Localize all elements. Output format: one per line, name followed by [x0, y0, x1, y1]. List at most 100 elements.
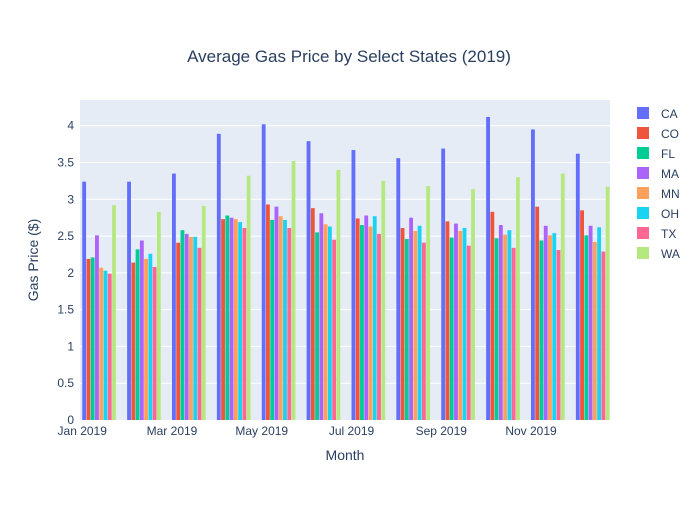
bar-ma-2019-08[interactable]	[409, 217, 414, 420]
bar-mn-2019-08[interactable]	[413, 230, 418, 420]
bar-mn-2019-11[interactable]	[548, 235, 552, 420]
bar-oh-2019-08[interactable]	[417, 225, 422, 420]
bar-co-2019-11[interactable]	[535, 206, 540, 420]
bar-mn-2019-06[interactable]	[323, 224, 328, 420]
bar-oh-2019-10[interactable]	[507, 230, 512, 420]
bar-fl-2019-11[interactable]	[539, 240, 544, 420]
bar-fl-2019-03[interactable]	[180, 230, 185, 420]
bar-ca-2019-07[interactable]	[351, 150, 356, 420]
bar-oh-2019-07[interactable]	[372, 216, 377, 420]
bar-wa-2019-04[interactable]	[246, 175, 251, 420]
bars[interactable]	[82, 116, 610, 421]
bar-ma-2019-07[interactable]	[364, 215, 369, 420]
bar-fl-2019-12[interactable]	[584, 235, 589, 420]
bar-ma-2019-09[interactable]	[454, 223, 458, 420]
bar-ca-2019-02[interactable]	[127, 181, 131, 420]
bar-oh-2019-04[interactable]	[238, 222, 243, 420]
legend-item-wa[interactable]: WA	[637, 247, 680, 261]
bar-co-2019-07[interactable]	[355, 218, 360, 420]
bar-ca-2019-11[interactable]	[531, 129, 535, 420]
legend-item-fl[interactable]: FL	[637, 147, 675, 161]
bar-co-2019-10[interactable]	[490, 211, 495, 420]
bar-ma-2019-06[interactable]	[319, 213, 324, 420]
bar-oh-2019-06[interactable]	[327, 226, 332, 420]
bar-fl-2019-09[interactable]	[449, 237, 454, 420]
bar-co-2019-09[interactable]	[445, 221, 450, 420]
bar-co-2019-06[interactable]	[310, 208, 315, 420]
legend-item-mn[interactable]: MN	[637, 187, 680, 201]
bar-wa-2019-08[interactable]	[426, 186, 431, 420]
bar-mn-2019-02[interactable]	[144, 258, 149, 420]
bar-oh-2019-03[interactable]	[193, 236, 198, 420]
bar-ca-2019-05[interactable]	[261, 124, 266, 420]
bar-ma-2019-05[interactable]	[274, 206, 279, 420]
bar-tx-2019-01[interactable]	[107, 273, 112, 420]
legend[interactable]: CA CO FL MA MN OH TX WA	[637, 107, 680, 261]
bar-ca-2019-01[interactable]	[82, 181, 87, 420]
bar-ca-2019-10[interactable]	[486, 116, 490, 421]
legend-item-ca[interactable]: CA	[637, 107, 678, 121]
legend-item-oh[interactable]: OH	[637, 207, 679, 221]
bar-fl-2019-08[interactable]	[404, 239, 409, 420]
bar-mn-2019-10[interactable]	[503, 234, 508, 420]
bar-co-2019-08[interactable]	[400, 228, 405, 420]
bar-tx-2019-10[interactable]	[511, 247, 516, 420]
bar-wa-2019-03[interactable]	[201, 205, 206, 420]
bar-ma-2019-04[interactable]	[229, 217, 234, 420]
bar-mn-2019-04[interactable]	[233, 219, 238, 420]
bar-oh-2019-11[interactable]	[552, 233, 557, 420]
bar-co-2019-03[interactable]	[176, 242, 181, 420]
bar-mn-2019-05[interactable]	[278, 216, 283, 420]
bar-tx-2019-08[interactable]	[421, 242, 426, 420]
bar-wa-2019-09[interactable]	[471, 189, 475, 420]
bar-wa-2019-10[interactable]	[515, 177, 520, 420]
bar-fl-2019-05[interactable]	[270, 219, 275, 420]
bar-wa-2019-06[interactable]	[336, 169, 341, 420]
bar-oh-2019-09[interactable]	[462, 228, 467, 420]
bar-ma-2019-12[interactable]	[588, 225, 593, 420]
bar-co-2019-01[interactable]	[86, 258, 91, 420]
bar-mn-2019-07[interactable]	[368, 226, 373, 420]
bar-wa-2019-01[interactable]	[112, 205, 116, 420]
bar-oh-2019-05[interactable]	[283, 219, 287, 420]
bar-ma-2019-03[interactable]	[184, 233, 189, 420]
bar-ca-2019-03[interactable]	[172, 173, 176, 420]
bar-oh-2019-02[interactable]	[148, 253, 153, 420]
bar-ma-2019-10[interactable]	[498, 225, 503, 420]
bar-mn-2019-12[interactable]	[592, 241, 597, 420]
bar-co-2019-02[interactable]	[131, 262, 136, 420]
bar-fl-2019-06[interactable]	[315, 232, 319, 420]
bar-tx-2019-07[interactable]	[377, 233, 381, 420]
bar-fl-2019-10[interactable]	[494, 238, 499, 420]
bar-tx-2019-02[interactable]	[152, 266, 157, 420]
bar-oh-2019-01[interactable]	[103, 270, 108, 420]
bar-tx-2019-04[interactable]	[242, 228, 247, 420]
legend-item-ma[interactable]: MA	[637, 167, 679, 181]
bar-fl-2019-07[interactable]	[360, 225, 364, 420]
bar-wa-2019-05[interactable]	[291, 161, 296, 420]
bar-tx-2019-03[interactable]	[197, 247, 202, 420]
bar-wa-2019-02[interactable]	[156, 211, 161, 420]
bar-wa-2019-11[interactable]	[560, 173, 565, 420]
bar-fl-2019-01[interactable]	[90, 257, 95, 420]
bar-ca-2019-08[interactable]	[396, 158, 401, 421]
bar-tx-2019-05[interactable]	[287, 228, 292, 420]
bar-ca-2019-06[interactable]	[306, 141, 311, 420]
bar-mn-2019-03[interactable]	[189, 236, 193, 420]
bar-ma-2019-02[interactable]	[139, 240, 144, 420]
bar-ma-2019-11[interactable]	[543, 225, 548, 420]
bar-fl-2019-04[interactable]	[225, 215, 230, 420]
bar-tx-2019-11[interactable]	[556, 250, 561, 420]
bar-co-2019-04[interactable]	[221, 219, 225, 420]
bar-ca-2019-09[interactable]	[441, 148, 446, 421]
legend-item-tx[interactable]: TX	[637, 227, 676, 241]
bar-ma-2019-01[interactable]	[95, 235, 99, 420]
bar-oh-2019-12[interactable]	[597, 227, 602, 420]
bar-wa-2019-12[interactable]	[605, 186, 610, 420]
bar-co-2019-12[interactable]	[580, 210, 584, 420]
legend-item-co[interactable]: CO	[637, 127, 679, 141]
bar-fl-2019-02[interactable]	[135, 249, 140, 420]
bar-ca-2019-12[interactable]	[575, 153, 580, 420]
bar-mn-2019-01[interactable]	[99, 267, 104, 420]
bar-wa-2019-07[interactable]	[381, 180, 386, 420]
